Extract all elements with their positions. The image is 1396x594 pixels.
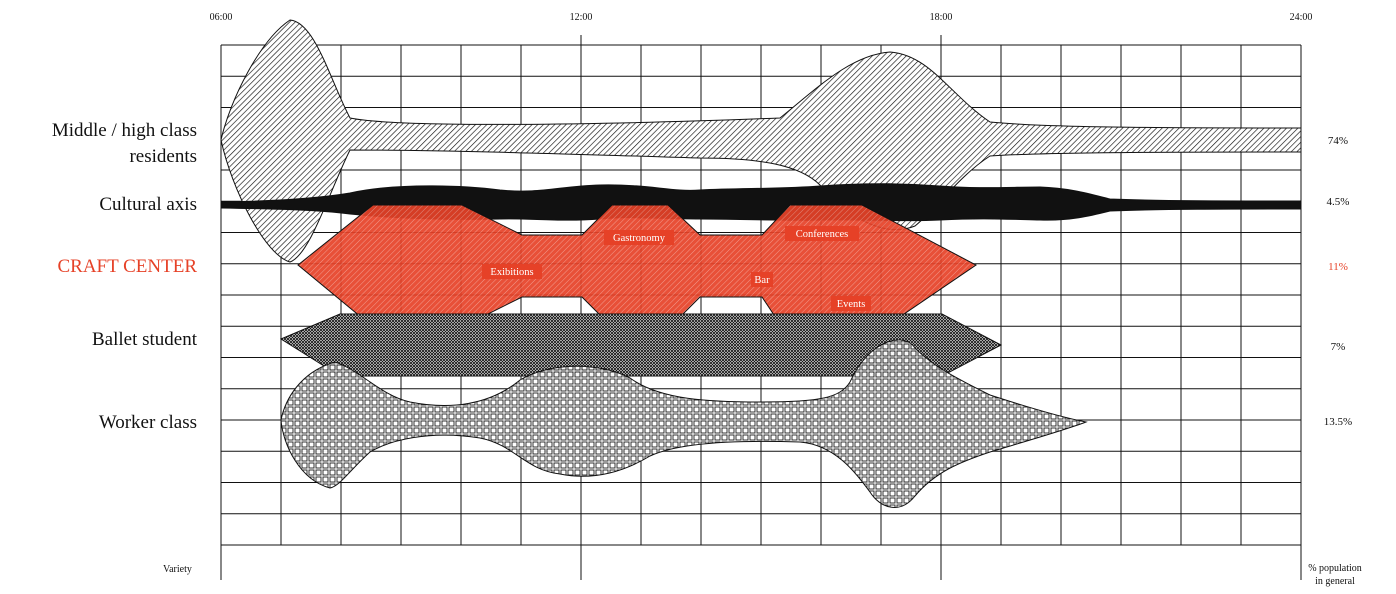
percent-cultural-axis: 4.5%: [1327, 196, 1350, 208]
percent-worker-class: 13.5%: [1324, 416, 1352, 428]
activity-tags: Exibitions Gastronomy Conferences Bar Ev…: [482, 226, 871, 311]
footer: Variety % population in general: [163, 563, 1362, 587]
time-tick-label: 24:00: [1290, 12, 1313, 23]
percent-craft-center: 11%: [1328, 261, 1348, 273]
row-label-residents-line2: residents: [129, 146, 197, 167]
tag-background: [751, 272, 773, 287]
activity-tag-bar: Bar: [754, 275, 770, 286]
tag-background: [604, 230, 674, 245]
craft-center-shape: [297, 204, 977, 328]
row-labels: Middle / high class residents Cultural a…: [52, 120, 198, 433]
percent-ballet-student: 7%: [1331, 341, 1346, 353]
cultural-axis-shape: [220, 183, 1302, 222]
time-axis: 06:00 12:00 18:00 24:00: [210, 12, 1313, 23]
variety-label: Variety: [163, 564, 192, 575]
row-label-ballet-student: Ballet student: [92, 329, 198, 350]
activity-tag-events: Events: [837, 299, 866, 310]
row-label-cultural-axis: Cultural axis: [99, 194, 197, 215]
activity-tag-gastronomy: Gastronomy: [613, 233, 666, 244]
worker-class-shape: [280, 339, 1088, 508]
residents-shape: [220, 19, 1302, 263]
activity-tag-conferences: Conferences: [796, 229, 848, 240]
tag-background: [831, 296, 871, 311]
row-label-residents-line1: Middle / high class: [52, 120, 197, 141]
row-label-worker-class: Worker class: [99, 412, 197, 433]
population-label-line1: % population: [1308, 563, 1362, 574]
time-tick-label: 06:00: [210, 12, 233, 23]
row-label-craft-center: CRAFT CENTER: [57, 256, 197, 277]
time-tick-label: 12:00: [570, 12, 593, 23]
activity-tag-exibitions: Exibitions: [490, 267, 533, 278]
tag-background: [482, 264, 542, 279]
time-tick-label: 18:00: [930, 12, 953, 23]
population-label-line2: in general: [1315, 576, 1355, 587]
percent-labels: 74% 4.5% 11% 7% 13.5%: [1324, 135, 1352, 428]
percent-residents: 74%: [1328, 135, 1348, 147]
tag-background: [785, 226, 859, 241]
